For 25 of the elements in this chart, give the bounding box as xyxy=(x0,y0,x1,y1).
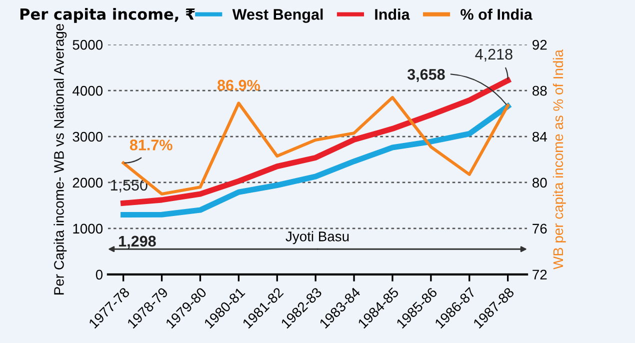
data-label: 4,218 xyxy=(475,48,512,62)
data-label: 1,550 xyxy=(110,180,148,192)
legend-label: West Bengal xyxy=(232,8,323,23)
annotation: Jyoti Basu xyxy=(286,231,349,244)
y-tick-label: 5000 xyxy=(72,40,103,50)
y2-tick-label: 88 xyxy=(532,86,547,96)
data-label: 1,298 xyxy=(119,236,156,249)
y2-tick-label: 92 xyxy=(532,40,547,50)
y2-axis-title: WB per capita income as % of India xyxy=(552,49,566,270)
legend-label: % of India xyxy=(460,8,532,20)
y-axis-title: Per Capita income- WB vs National Average xyxy=(54,24,67,294)
data-label: 81.7% xyxy=(130,140,172,150)
y2-tick-label: 76 xyxy=(532,224,547,234)
data-label: 86.9% xyxy=(218,80,260,91)
y-tick-label: 2000 xyxy=(72,178,103,188)
y-tick-label: 4000 xyxy=(72,86,103,96)
y2-tick-label: 72 xyxy=(532,270,547,280)
legend-label: India xyxy=(375,8,410,20)
y2-tick-label: 80 xyxy=(532,178,547,188)
chart-title: Per capita income, ₹ xyxy=(20,8,195,23)
y-tick-label: 1000 xyxy=(73,224,103,234)
y2-tick-label: 84 xyxy=(532,132,547,142)
data-label: 3,658 xyxy=(407,69,445,82)
y-tick-label: 3000 xyxy=(72,132,103,142)
y-tick-label: 0 xyxy=(96,270,103,280)
